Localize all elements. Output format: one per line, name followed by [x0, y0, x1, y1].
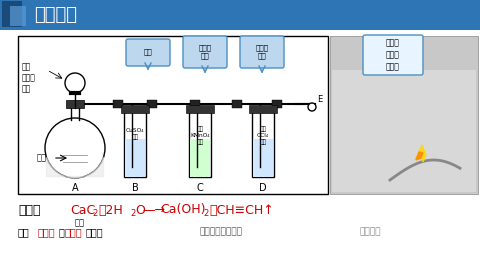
Text: 酸性
KMnO₄
溶液: 酸性 KMnO₄ 溶液 [190, 127, 210, 145]
Text: 含有: 含有 [18, 227, 30, 237]
Text: 等杂质: 等杂质 [86, 227, 104, 237]
Text: CuSO₄
溶液: CuSO₄ 溶液 [126, 128, 144, 140]
Text: ＋2H: ＋2H [98, 204, 123, 217]
Bar [186, 105, 214, 113]
FancyBboxPatch shape [126, 39, 170, 66]
Circle shape [45, 118, 105, 178]
Bar [18, 36, 328, 194]
Text: 火焰明
亮，浓
烈黑烟: 火焰明 亮，浓 烈黑烟 [386, 39, 400, 71]
Bar [253, 139, 273, 177]
Circle shape [308, 103, 316, 111]
Bar [190, 100, 200, 108]
Text: 磷化物: 磷化物 [65, 227, 83, 237]
Text: 紫红色
褪去: 紫红色 褪去 [198, 45, 212, 59]
FancyBboxPatch shape [183, 36, 227, 68]
Text: ＋CH≡CH↑: ＋CH≡CH↑ [209, 204, 274, 217]
FancyBboxPatch shape [363, 35, 423, 75]
Text: 除杂: 除杂 [144, 49, 152, 55]
Polygon shape [416, 152, 423, 160]
Bar [0, 30, 480, 270]
Bar [113, 100, 123, 108]
Bar [125, 139, 145, 177]
Text: A: A [72, 183, 78, 193]
Text: B: B [132, 183, 138, 193]
Bar [332, 70, 476, 192]
Text: 化学时光: 化学时光 [360, 228, 382, 237]
Bar [272, 100, 282, 108]
Text: —→: —→ [142, 204, 165, 217]
Bar [121, 105, 149, 113]
Polygon shape [145, 63, 151, 69]
Bar [10, 6, 26, 26]
Text: 、: 、 [59, 227, 65, 237]
Text: 原理：: 原理： [18, 204, 40, 217]
Text: O: O [135, 204, 145, 217]
Bar [330, 36, 478, 194]
Text: 硫化物: 硫化物 [38, 227, 56, 237]
Bar [66, 100, 84, 108]
Text: （乙炔俗称电石气: （乙炔俗称电石气 [200, 228, 243, 237]
Text: D: D [259, 183, 267, 193]
Polygon shape [415, 145, 426, 162]
Text: CaC: CaC [70, 204, 95, 217]
Text: 饱和
氯化钠
溶液: 饱和 氯化钠 溶液 [22, 62, 36, 93]
Text: C: C [197, 183, 204, 193]
Polygon shape [202, 66, 208, 72]
FancyBboxPatch shape [240, 36, 284, 68]
Text: E: E [317, 95, 322, 104]
Bar [249, 105, 277, 113]
Text: 2: 2 [130, 208, 135, 218]
Text: Ca(OH): Ca(OH) [160, 204, 205, 217]
Bar [2, 1, 22, 27]
Bar [190, 139, 210, 177]
Bar [0, 0, 480, 30]
Polygon shape [47, 157, 104, 178]
Text: 电石: 电石 [75, 218, 85, 228]
Text: 2: 2 [203, 208, 208, 218]
Text: 2: 2 [92, 208, 97, 218]
Bar [232, 100, 242, 108]
Bar [124, 112, 146, 177]
Bar [252, 112, 274, 177]
Text: 溴的
CCl₄
溶液: 溴的 CCl₄ 溶液 [257, 127, 269, 145]
Bar [189, 112, 211, 177]
Text: 橙红色
褪去: 橙红色 褪去 [255, 45, 269, 59]
Polygon shape [259, 66, 265, 72]
Circle shape [65, 73, 85, 93]
Text: 电石: 电石 [37, 154, 47, 163]
Text: 乙炔性质: 乙炔性质 [34, 6, 77, 24]
Bar [147, 100, 157, 108]
